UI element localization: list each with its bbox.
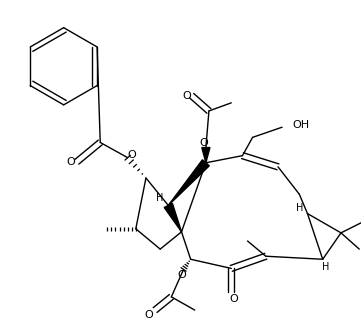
Text: O: O: [199, 138, 208, 148]
Text: H: H: [156, 193, 164, 203]
Text: O: O: [145, 310, 153, 320]
Text: H: H: [322, 262, 329, 272]
Polygon shape: [202, 147, 210, 163]
Text: O: O: [229, 294, 238, 304]
Text: O: O: [182, 91, 191, 101]
Text: O: O: [127, 150, 136, 160]
Text: H: H: [296, 204, 303, 213]
Text: OH: OH: [292, 120, 310, 130]
Text: O: O: [66, 157, 75, 167]
Text: O: O: [177, 270, 186, 279]
Polygon shape: [164, 204, 181, 232]
Polygon shape: [168, 160, 209, 205]
